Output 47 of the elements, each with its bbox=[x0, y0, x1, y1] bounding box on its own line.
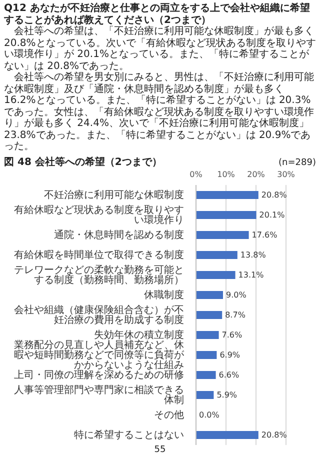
bar bbox=[196, 310, 222, 318]
data-label: 20.8% bbox=[261, 190, 288, 199]
y-tick-label: 会社や組織（健康保険組合含む）が不妊治療の費用を助成する制度 bbox=[14, 303, 184, 325]
data-label: 0.0% bbox=[199, 410, 220, 419]
y-tick-label: 休職制度 bbox=[144, 288, 184, 300]
bar bbox=[196, 430, 258, 438]
data-label: 8.7% bbox=[225, 310, 246, 319]
data-label: 6.6% bbox=[218, 370, 240, 379]
y-tick-label: 通院・休息時間を認める制度 bbox=[54, 228, 184, 240]
data-label: 9.0% bbox=[226, 290, 247, 299]
y-tick-label: 有給休暇など現状ある制度を取りやすい環境作り bbox=[14, 203, 184, 225]
data-label: 13.8% bbox=[240, 250, 266, 259]
data-label: 20.1% bbox=[259, 210, 286, 219]
data-label: 20.8% bbox=[261, 430, 288, 439]
bar bbox=[196, 230, 249, 238]
data-label: 17.6% bbox=[252, 230, 278, 239]
y-tick-label: 業務配分の見直しや人員補充など、休暇や短時間勤務などで同僚等に負荷がかからないような仕組み bbox=[14, 338, 185, 370]
bar bbox=[196, 350, 217, 358]
x-tick-label: 30% bbox=[277, 170, 296, 178]
y-tick-label: 特に希望することはない bbox=[74, 428, 184, 440]
text: 会社等への希望は、「不妊治療に利用可能な休暇制度」が最も多く 20.8%となっている。次いで「有給休暇など現状ある制度を取りやすい環境作り」が 20.1%となっている。また、「特に希望することがない」は 20.8%であった。 bbox=[4, 26, 316, 72]
text: 55 bbox=[153, 444, 167, 453]
data-label: 5.9% bbox=[216, 390, 238, 399]
y-tick-label: 有給休暇を時間単位で取得できる制度 bbox=[14, 248, 184, 260]
bar bbox=[196, 330, 219, 338]
x-tick-label: 20% bbox=[247, 170, 266, 178]
y-tick-label: 失効年休の積立制度 bbox=[94, 328, 184, 340]
bar bbox=[196, 390, 214, 398]
y-tick-label: 人事等管理部門や専門家に相談できる体制 bbox=[14, 383, 184, 405]
bar bbox=[196, 290, 223, 298]
data-label: 6.9% bbox=[220, 350, 240, 359]
x-tick-label: 0% bbox=[190, 170, 203, 178]
bar bbox=[196, 250, 238, 258]
data-label: 13.1% bbox=[238, 270, 264, 279]
chart-subtitle: (n=289) bbox=[278, 158, 316, 168]
y-tick-label: テレワークなどの柔軟な勤務を可能とする制度（勤務時間、勤務場所） bbox=[14, 263, 184, 285]
y-tick-label: 不妊治療に利用可能な休暇制度 bbox=[44, 188, 184, 200]
bar bbox=[196, 210, 256, 218]
text: 図 48 会社等への希望（2つまで） bbox=[4, 156, 162, 168]
bar bbox=[196, 270, 236, 278]
text: 会社等への希望を男女別にみると、男性は、「不妊治療に利用可能な休暇制度」及び「通院・休息時間を認める制度」が最も多く 16.2%となっている。また、「特に希望することがない」は 20.3%であった。女性は、「有給休暇など現状ある制度を取りやすい環境作り」が最も多く 24.4%、次いで「不妊治療に利用可能な休暇制度」23.8%であった。また、「特に希望することがない」は 20.9%であった。 bbox=[4, 72, 315, 152]
text: Q12 あなたが不妊治療と仕事との両立をする上で会社や組織に希望することがあれば教えてください（2つまで） bbox=[4, 3, 311, 26]
y-tick-label: その他 bbox=[154, 408, 184, 420]
bar bbox=[196, 190, 258, 198]
x-tick-label: 10% bbox=[217, 170, 236, 178]
bar bbox=[196, 370, 216, 378]
data-label: 7.6% bbox=[222, 330, 243, 339]
